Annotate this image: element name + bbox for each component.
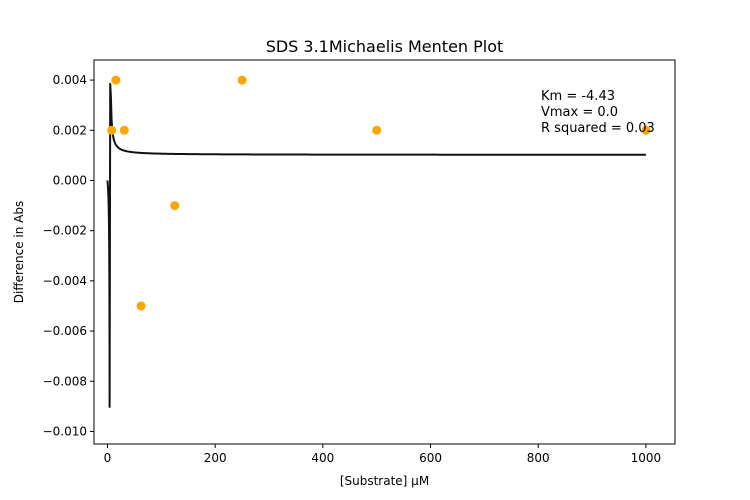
y-ticks-layer: −0.010 −0.008 −0.006 −0.004 −0.002 0.000 0.002…: [43, 73, 94, 438]
x-tick-label: 200: [204, 451, 227, 465]
y-tick-label: 0.004: [53, 73, 87, 87]
data-point: [136, 301, 146, 311]
x-tick-label: 600: [419, 451, 442, 465]
data-points-layer: [107, 75, 651, 311]
fit-curve-layer: [106, 82, 647, 408]
data-point: [372, 125, 382, 135]
fit-curve-line: [106, 82, 647, 408]
x-axis-label: [Substrate] µM: [340, 474, 429, 488]
chart-title: SDS 3.1Michaelis Menten Plot: [266, 37, 504, 56]
y-tick-label: −0.006: [43, 324, 87, 338]
data-point: [237, 75, 247, 85]
x-tick-label: 1000: [631, 451, 662, 465]
y-axis-label: Difference in Abs: [12, 201, 26, 304]
y-tick-label: 0.002: [53, 123, 87, 137]
annotation-r-squared: R squared = 0.03: [541, 121, 655, 136]
data-point: [119, 125, 129, 135]
annotation-vmax: Vmax = 0.0: [541, 105, 618, 120]
y-tick-label: −0.010: [43, 424, 87, 438]
annotation-km: Km = -4.43: [541, 89, 615, 104]
y-tick-label: −0.002: [43, 224, 87, 238]
data-point: [107, 125, 117, 135]
data-point: [170, 201, 180, 211]
data-point: [641, 125, 651, 135]
x-tick-label: 400: [311, 451, 334, 465]
y-tick-label: −0.004: [43, 274, 87, 288]
data-point: [111, 75, 121, 85]
y-tick-label: 0.000: [53, 173, 87, 187]
x-tick-label: 0: [104, 451, 112, 465]
y-tick-label: −0.008: [43, 374, 87, 388]
plot-frame: [93, 59, 676, 445]
x-tick-label: 800: [527, 451, 550, 465]
x-ticks-layer: 0 200 400 600 800 1000: [104, 444, 662, 465]
